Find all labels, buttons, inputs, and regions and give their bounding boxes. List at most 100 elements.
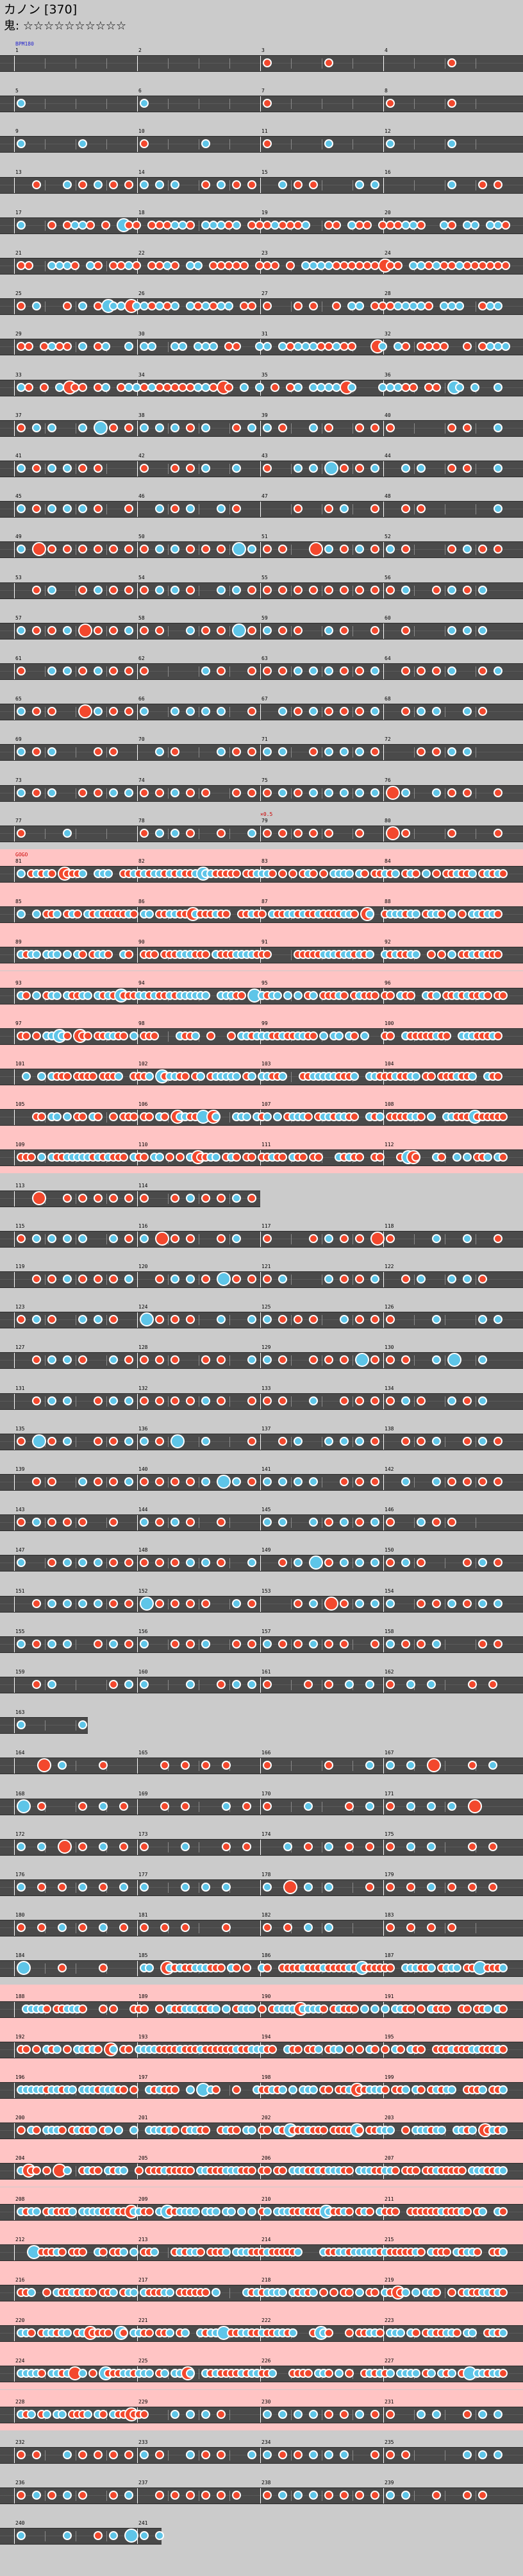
beat-line bbox=[45, 301, 46, 312]
don-note bbox=[447, 1883, 456, 1892]
barline bbox=[137, 1353, 138, 1368]
don-note bbox=[278, 829, 287, 838]
ka-note bbox=[37, 1842, 46, 1851]
measure-number: 48 bbox=[385, 493, 391, 499]
don-note bbox=[401, 1640, 410, 1648]
measure-number: 113 bbox=[15, 1183, 25, 1189]
ka-note bbox=[324, 1275, 333, 1284]
ka-note bbox=[63, 950, 72, 959]
lane-midline bbox=[0, 468, 523, 469]
ka-note bbox=[263, 1883, 272, 1892]
ka-note bbox=[63, 2531, 72, 2540]
don-note bbox=[370, 1477, 379, 1486]
barline bbox=[383, 1515, 384, 1530]
don-note bbox=[294, 626, 303, 635]
beat-line bbox=[229, 2085, 230, 2096]
chart-row: 232 233 234 235 bbox=[0, 2430, 523, 2471]
measure-number: 227 bbox=[385, 2358, 394, 2364]
ka-note bbox=[63, 1234, 72, 1243]
ka-note bbox=[386, 139, 395, 148]
star-rating-icon: ☆☆☆☆☆☆☆☆☆☆ bbox=[22, 19, 127, 33]
don-note bbox=[447, 58, 456, 67]
chart-row: 115 116 117 118 bbox=[0, 1214, 523, 1255]
ka-note bbox=[463, 1234, 472, 1243]
don-note bbox=[124, 1355, 133, 1364]
don-note bbox=[94, 1640, 103, 1648]
measure-number: 134 bbox=[385, 1385, 394, 1391]
don-note bbox=[155, 2491, 164, 2500]
don-note bbox=[447, 788, 456, 797]
measure-number: 96 bbox=[385, 980, 391, 986]
don-note bbox=[268, 869, 277, 878]
ka-note bbox=[145, 910, 154, 919]
chart-row: 216 217 218 219 bbox=[0, 2268, 523, 2309]
don-note bbox=[468, 1761, 477, 1770]
don-note bbox=[47, 1558, 56, 1567]
don-note bbox=[370, 1232, 385, 1246]
measure-number: 52 bbox=[385, 534, 391, 539]
barline bbox=[137, 1475, 138, 1490]
measure-number: 111 bbox=[262, 1142, 271, 1148]
ka-note bbox=[94, 666, 103, 675]
measure-number: 196 bbox=[15, 2074, 25, 2080]
don-note bbox=[463, 2207, 472, 2216]
measure-number: 42 bbox=[138, 453, 145, 459]
beat-line bbox=[168, 1680, 169, 1690]
don-note bbox=[224, 383, 233, 392]
beat-line bbox=[45, 1315, 46, 1325]
measure-number: 202 bbox=[262, 2115, 271, 2121]
don-note bbox=[499, 2369, 508, 2378]
ka-note bbox=[437, 2126, 446, 2135]
ka-note bbox=[114, 2126, 123, 2135]
ka-note bbox=[447, 666, 456, 675]
ka-note bbox=[217, 180, 226, 189]
don-note bbox=[494, 1437, 502, 1446]
ka-note bbox=[63, 464, 72, 473]
chart-row: 147 148 149 150 bbox=[0, 1538, 523, 1579]
ka-note bbox=[309, 2450, 318, 2459]
ka-note bbox=[47, 1234, 56, 1243]
ka-note bbox=[355, 545, 364, 554]
beat-line bbox=[229, 1437, 230, 1447]
ka-note bbox=[263, 626, 272, 635]
don-note bbox=[499, 2045, 508, 2054]
beat-line bbox=[106, 788, 107, 799]
measure-number: 144 bbox=[138, 1507, 148, 1513]
don-note bbox=[186, 2166, 195, 2175]
beat-line bbox=[291, 586, 292, 596]
ka-note bbox=[324, 1437, 333, 1446]
ka-note bbox=[468, 2328, 477, 2337]
don-note bbox=[386, 586, 395, 595]
beat-line bbox=[168, 139, 169, 149]
barline bbox=[260, 1555, 261, 1571]
measure-number: 126 bbox=[385, 1304, 394, 1310]
don-note bbox=[186, 2491, 195, 2500]
beat-line bbox=[291, 545, 292, 555]
ka-note bbox=[17, 707, 26, 716]
ka-note bbox=[483, 1153, 492, 1162]
don-note bbox=[40, 383, 49, 392]
note-lane bbox=[0, 744, 523, 761]
don-note bbox=[232, 747, 241, 756]
don-note bbox=[196, 2248, 205, 2257]
don-note bbox=[94, 2531, 103, 2540]
barline bbox=[14, 1150, 15, 1165]
don-note bbox=[109, 2491, 118, 2500]
ka-note bbox=[355, 301, 364, 310]
barline bbox=[137, 583, 138, 598]
measure-number: 230 bbox=[262, 2399, 271, 2405]
barline bbox=[260, 1637, 261, 1652]
ka-note bbox=[63, 1599, 72, 1608]
don-note bbox=[94, 2450, 103, 2459]
ka-note bbox=[201, 2410, 210, 2419]
measure-number: 143 bbox=[15, 1507, 25, 1513]
beat-line bbox=[168, 1437, 169, 1447]
don-note bbox=[206, 1031, 215, 1040]
don-note bbox=[370, 1396, 379, 1405]
ka-note bbox=[417, 2410, 426, 2419]
ka-note bbox=[170, 1275, 179, 1284]
ka-note bbox=[411, 2288, 420, 2297]
don-note bbox=[278, 1558, 287, 1567]
don-note bbox=[294, 180, 303, 189]
ka-note bbox=[232, 1477, 241, 1486]
